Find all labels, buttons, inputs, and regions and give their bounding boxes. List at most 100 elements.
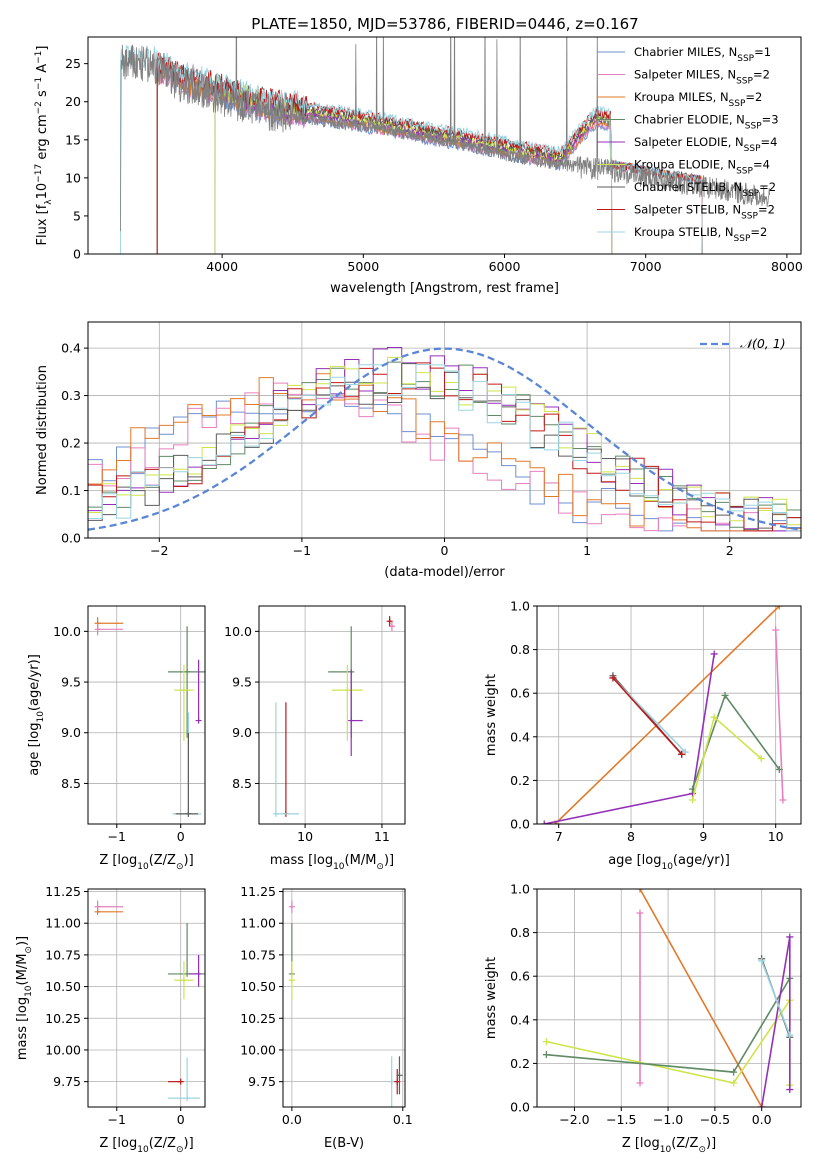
data-point [288,903,295,910]
data-point [386,618,393,625]
y-tick-label: 0.4 [510,1012,530,1027]
y-tick-label: 10.25 [45,1011,81,1026]
x-tick-label: 1 [583,543,591,558]
y-tick-label: 9.5 [61,675,81,690]
x-tick-label: −1.5 [606,1112,636,1127]
y-tick-label: 0.2 [510,773,530,788]
y-tick-label: 9.0 [61,725,81,740]
y-tick-label: 8.5 [232,776,252,791]
x-tick-label: 9 [699,829,707,844]
plot-area [272,616,395,817]
data-point [94,908,101,915]
x-tick-label: 5000 [347,259,379,274]
weight-point [542,1038,550,1046]
y-axis-label: Flux [fλ10−17 erg cm−2 s−1 A−1] [34,46,54,246]
legend-label: Kroupa MILES, NSSP=2 [634,90,762,109]
y-axis-label: mass [log10(M/M⊙)] [15,936,34,1060]
y-tick-label: 11.00 [45,916,81,931]
data-point [184,1095,191,1102]
weight-point [540,820,548,824]
weight-point [775,606,783,610]
weight-point [710,650,718,658]
y-tick-label: 25 [65,56,81,71]
y-tick-label: 0.6 [510,686,530,701]
x-tick-label: 2 [726,543,734,558]
weight-vs-Z-panel: −2.0 −1.5 −1.0 −0.5 0.0 0.0 0.2 0.4 0.6 0.8 1.0 Z [… [484,882,802,1155]
y-tick-label: 10.75 [240,947,276,962]
x-axis-label: mass [log10(M/M⊙)] [270,853,394,872]
y-tick-label: 10.0 [53,624,81,639]
weight-point [636,909,644,917]
y-axis-label: Normed distribution [35,365,50,495]
legend-label: Chabrier ELODIE, NSSP=3 [634,113,779,132]
y-tick-label: 15 [65,132,81,147]
y-tick-label: 11.00 [240,916,276,931]
weight-line [554,606,780,824]
y-tick-label: 0 [73,247,81,262]
data-point [184,668,191,675]
weight-line [544,653,715,824]
x-tick-label: 0 [441,543,449,558]
weight-point [681,748,689,756]
y-tick-label: 9.75 [53,1074,81,1089]
residual-histogram [88,363,801,532]
weight-line [774,629,784,801]
weight-point [609,674,617,682]
figure-title: PLATE=1850, MJD=53786, FIBERID=0446, z=0… [251,15,638,33]
x-axis-label: Z [log10(Z/Z⊙)] [99,1136,193,1155]
y-tick-label: 0.0 [510,1100,530,1115]
legend-label: Salpeter ELODIE, NSSP=4 [634,135,777,154]
y-tick-label: 10.50 [45,979,81,994]
y-tick-label: 9.75 [248,1074,276,1089]
plot-area [288,900,403,1107]
weight-point [721,691,729,699]
x-tick-label: 0 [177,1112,185,1127]
y-tick-label: 0.0 [510,817,530,832]
legend-label: Salpeter MILES, NSSP=2 [634,68,770,87]
legend-label: Salpeter STELIB, NSSP=2 [634,203,775,222]
model-spectrum [120,44,703,254]
y-tick-label: 1.0 [510,882,530,897]
data-point [288,977,295,984]
axes-frame [87,36,802,255]
weight-point [758,957,766,965]
data-point [272,810,279,817]
weight-line [760,960,791,1036]
age-vs-Z-panel: −1 0 8.5 9.0 9.5 10.0 Z [log10(Z/Z⊙)] age [log1… [27,605,206,872]
x-tick-label: −1 [108,829,126,844]
y-tick-label: 0.8 [510,642,530,657]
model-spectrum [156,53,703,254]
y-axis-label: age [log10(age/yr)] [27,654,46,776]
y-tick-label: 8.5 [61,776,81,791]
y-tick-label: 0.3 [61,388,81,403]
x-tick-label: 0.0 [282,1112,302,1127]
y-tick-label: 0.1 [61,483,81,498]
data-point [180,977,187,984]
y-tick-label: 20 [65,94,81,109]
mass-vs-Z-panel: −1 0 9.75 10.00 10.25 10.50 10.75 11.00 11.25 Z [… [15,884,206,1155]
weight-point [636,889,644,893]
weight-line [639,889,763,1107]
x-tick-label: 0.0 [752,1112,772,1127]
weight-line [612,677,683,755]
axes-frame [87,605,206,825]
x-tick-label: 8000 [771,259,803,274]
axes-frame [282,888,406,1108]
y-tick-label: 5 [73,208,81,223]
x-tick-label: 10 [297,829,313,844]
data-point [388,1078,395,1085]
spectrum-legend: Chabrier MILES, NSSP=1 Salpeter MILES, NS… [597,45,779,244]
spectrum-panel: 4000 5000 6000 7000 8000 0 5 10 15 20 25 wavelength… [34,36,803,296]
y-tick-label: 10.00 [45,1042,81,1057]
residual-panel: −2 −1 0 1 2 0.0 0.1 0.2 0.3 0.4 𝒩(0, 1) (data-model… [35,321,802,580]
residual-histogram [88,373,801,532]
axes-frame [258,605,406,825]
data-point [348,717,355,724]
y-tick-label: 0.4 [61,341,81,356]
data-point [396,1072,403,1079]
axes-frame [87,888,206,1108]
axes-frame [536,888,802,1108]
x-tick-label: 11 [374,829,390,844]
x-axis-label: (data-model)/error [384,565,505,580]
